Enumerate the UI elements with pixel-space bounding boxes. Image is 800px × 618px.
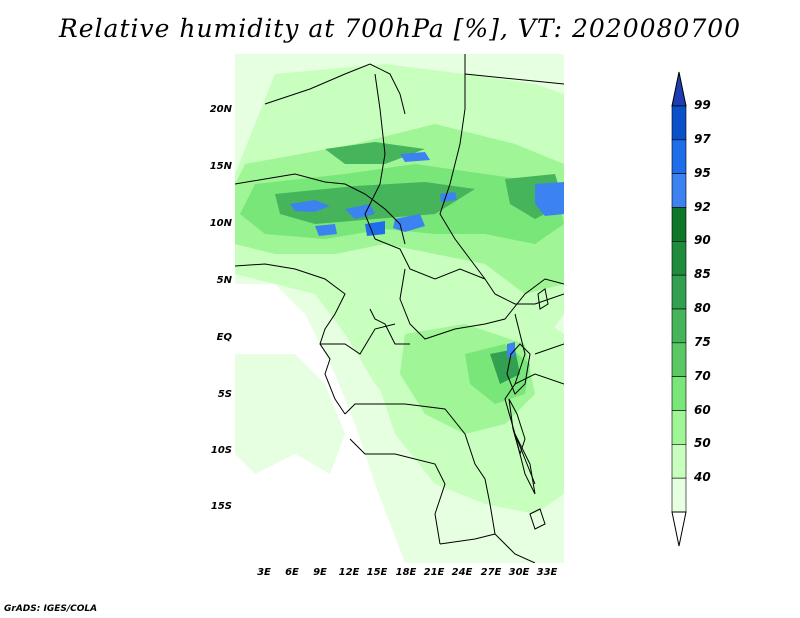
lon-label-15e: 15E xyxy=(366,567,388,578)
lat-label-10s: 10S xyxy=(210,445,232,456)
colorbar-segment xyxy=(671,376,687,411)
colorbar-top-arrow xyxy=(671,71,687,107)
colorbar-label: 85 xyxy=(694,267,711,282)
lon-label-9e: 9E xyxy=(313,567,327,578)
colorbar xyxy=(671,71,687,547)
lon-label-24e: 24E xyxy=(451,567,473,578)
lon-label-30e: 30E xyxy=(508,567,530,578)
lat-label-5n: 5N xyxy=(216,275,232,286)
colorbar-label: 99 xyxy=(694,98,711,112)
colorbar-segment xyxy=(671,444,687,479)
colorbar-label: 50 xyxy=(694,436,711,451)
colorbar-label: 90 xyxy=(694,233,711,248)
lon-label-12e: 12E xyxy=(338,567,360,578)
colorbar-segment xyxy=(671,207,687,242)
lon-label-21e: 21E xyxy=(423,567,445,578)
lat-label-15s: 15S xyxy=(210,501,232,512)
colorbar-segment xyxy=(671,477,687,513)
map-title: Relative humidity at 700hPa [%], VT: 202… xyxy=(58,14,742,43)
humidity-map xyxy=(235,54,564,563)
lat-label-20n: 20N xyxy=(209,104,232,115)
colorbar-label: 60 xyxy=(694,402,711,417)
colorbar-segment xyxy=(671,173,687,208)
colorbar-segment xyxy=(671,342,687,377)
lat-label-10n: 10N xyxy=(209,218,232,229)
colorbar-segment xyxy=(671,274,687,310)
colorbar-bottom-arrow xyxy=(671,511,687,547)
lon-label-33e: 33E xyxy=(536,567,558,578)
colorbar-label: 92 xyxy=(694,199,711,214)
colorbar-label: 80 xyxy=(694,301,711,315)
colorbar-label: 40 xyxy=(694,470,711,485)
colorbar-label: 95 xyxy=(694,165,711,180)
colorbar-label: 70 xyxy=(694,368,711,383)
country-borders xyxy=(235,54,564,563)
lon-label-18e: 18E xyxy=(395,567,417,578)
colorbar-segment xyxy=(671,410,687,445)
lon-label-6e: 6E xyxy=(285,567,299,578)
lat-label-5s: 5S xyxy=(217,389,232,400)
lat-label-eq: EQ xyxy=(216,332,232,343)
colorbar-segment xyxy=(671,308,687,344)
colorbar-label: 75 xyxy=(694,334,711,349)
colorbar-segment xyxy=(671,139,687,174)
lon-label-27e: 27E xyxy=(480,567,502,578)
lon-label-3e: 3E xyxy=(257,567,271,578)
colorbar-segment xyxy=(671,241,687,276)
lat-label-15n: 15N xyxy=(209,161,232,172)
colorbar-label: 97 xyxy=(694,131,711,146)
grads-credit: GrADS: IGES/COLA xyxy=(4,604,98,614)
lakes xyxy=(506,288,549,530)
colorbar-segment xyxy=(671,105,687,141)
